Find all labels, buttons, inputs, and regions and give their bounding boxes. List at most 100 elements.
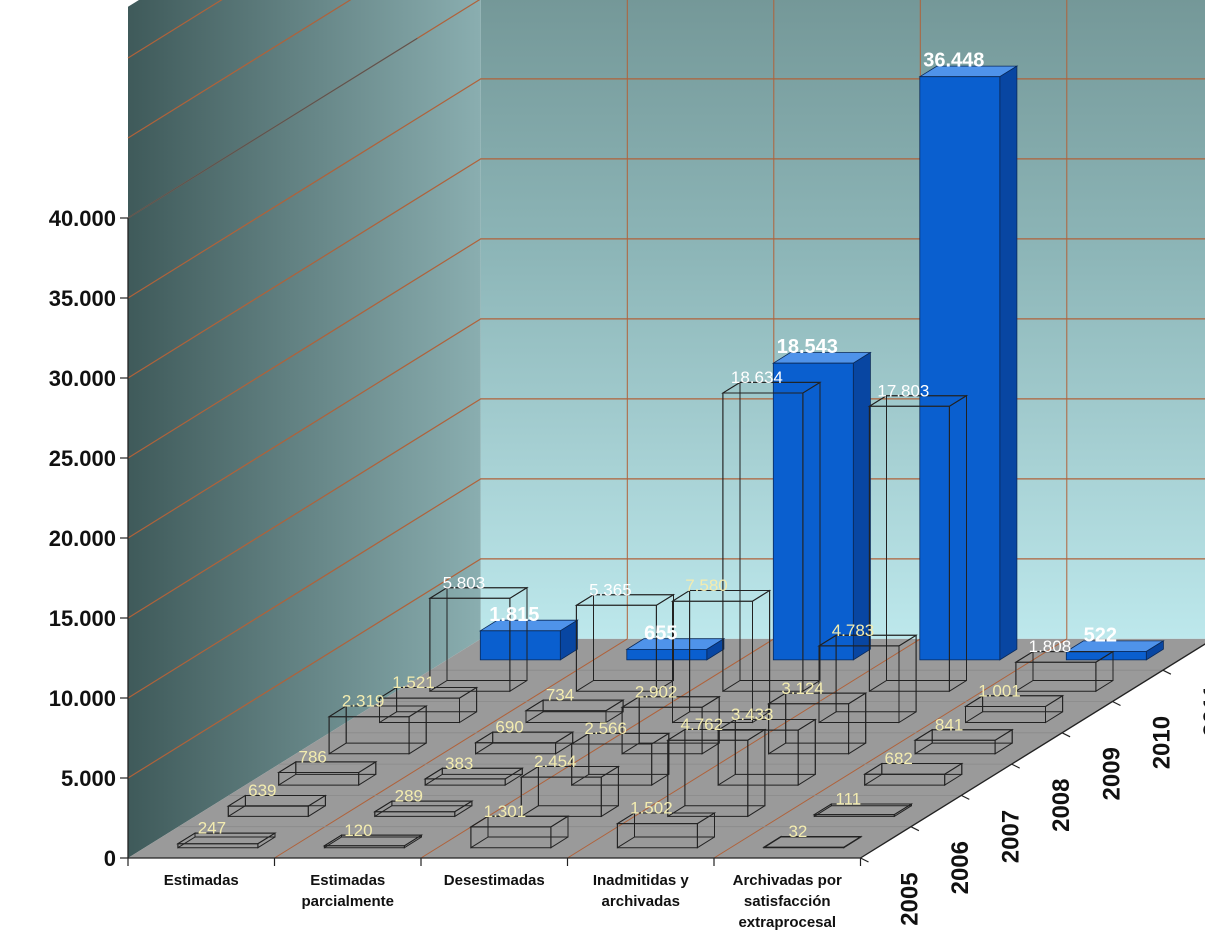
bar-2006-4	[812, 803, 914, 818]
bar-2011-0	[478, 619, 579, 661]
bar-2006-2	[519, 765, 621, 818]
chart-walls	[127, 0, 1205, 859]
series-label: 2011	[1199, 685, 1205, 737]
gridline	[127, 0, 352, 139]
data-label: 18.634	[731, 368, 783, 387]
data-label: 655	[644, 622, 677, 644]
data-label: 522	[1084, 625, 1117, 647]
bar-2007-2	[569, 732, 671, 787]
category-label: Estimadas	[164, 872, 239, 889]
data-label: 2.566	[584, 719, 627, 738]
data-label: 1.815	[489, 604, 539, 626]
series-label: 2005	[897, 872, 924, 925]
data-label: 4.783	[832, 621, 875, 640]
depth-tick-mark	[1112, 700, 1121, 707]
bar-2011-2	[771, 351, 872, 661]
floor-divider	[713, 638, 1068, 859]
bar-2008-2	[620, 695, 721, 755]
data-label: 734	[546, 686, 574, 705]
depth-tick-mark	[961, 794, 970, 800]
data-label: 682	[885, 749, 913, 768]
bar-2005-1	[322, 834, 424, 849]
data-label: 247	[198, 819, 226, 838]
category-label: Archivadas por	[733, 872, 842, 889]
data-label: 36.448	[923, 50, 984, 72]
data-label: 17.803	[877, 381, 929, 400]
floor	[128, 638, 1205, 858]
data-label: 7.580	[685, 576, 728, 595]
data-label: 1.502	[630, 799, 673, 818]
series-label: 2006	[947, 841, 974, 894]
data-label: 690	[495, 718, 523, 737]
bar-2005-2	[469, 815, 570, 849]
y-tick-label: 5.000	[61, 766, 116, 791]
data-label: 639	[248, 781, 276, 800]
category-label: Desestimadas	[444, 872, 545, 889]
bar-2011-3	[918, 65, 1019, 661]
y-tick-label: 10.000	[49, 686, 116, 711]
bar-2008-1	[473, 731, 575, 755]
data-label: 1.001	[978, 682, 1021, 701]
data-label: 5.365	[589, 580, 632, 599]
category-label: parcialmente	[301, 893, 394, 910]
data-label: 1.521	[392, 673, 435, 692]
data-label: 2.454	[534, 752, 577, 771]
data-label: 5.803	[443, 573, 486, 592]
bar-2007-0	[276, 761, 378, 787]
data-label: 2.319	[342, 692, 385, 711]
bar-2010-1	[574, 593, 676, 693]
bar-2010-3	[867, 394, 969, 693]
series-label: 2008	[1048, 779, 1075, 832]
bar-2009-3	[817, 634, 918, 724]
bar-2006-3	[666, 728, 767, 818]
floor-divider	[274, 638, 628, 859]
data-label: 18.543	[777, 336, 838, 358]
series-label: 2007	[997, 810, 1024, 863]
x-axis: Estimadas Estimadas parcialmente Desestimad…	[127, 643, 1205, 931]
y-tick-label: 40.000	[49, 206, 116, 231]
y-tick-label: 20.000	[49, 526, 116, 551]
bar-2007-1	[423, 767, 525, 787]
data-label: 4.762	[681, 715, 724, 734]
data-label: 841	[935, 715, 963, 734]
category-label: Estimadas	[310, 872, 385, 889]
bar-2011-1	[625, 637, 726, 661]
data-label: 3.124	[781, 679, 824, 698]
depth-tick-mark	[1011, 763, 1020, 769]
y-axis-top-edge	[127, 37, 418, 219]
bar-2007-3	[716, 718, 818, 787]
data-label: 289	[395, 787, 423, 806]
series-label: 2009	[1098, 747, 1125, 800]
y-tick-label: 15.000	[49, 606, 116, 631]
data-label: 383	[445, 754, 473, 773]
bar-2010-0	[428, 586, 529, 693]
depth-axis-line	[860, 643, 1205, 859]
category-label: Inadmitidas y	[593, 872, 690, 889]
bar-2005-4	[762, 835, 863, 849]
bar-2005-0	[176, 832, 277, 849]
category-label: satisfacción	[744, 893, 831, 910]
depth-tick-mark	[1061, 732, 1071, 738]
bars	[176, 65, 1165, 849]
floor-divider	[567, 638, 921, 859]
y-axis: 0 5.000 10.000 15.000 20.000 25.000 30.000 35.0…	[49, 37, 418, 871]
bar-2008-0	[327, 705, 428, 755]
bar-2011-4	[1064, 640, 1165, 661]
y-tick-label: 30.000	[49, 366, 116, 391]
series-label: 2010	[1149, 716, 1176, 769]
data-label: 32	[788, 822, 807, 841]
category-label: extraprocesal	[738, 914, 836, 931]
data-label: 111	[835, 790, 861, 809]
bar-2007-4	[862, 762, 964, 787]
bar-2010-2	[721, 381, 822, 693]
bar-2008-3	[766, 692, 868, 755]
bar-2010-4	[1014, 650, 1115, 693]
depth-tick-mark	[860, 857, 869, 863]
data-label: 120	[344, 821, 372, 840]
bar-2006-0	[226, 794, 328, 818]
y-tick-label: 25.000	[49, 446, 116, 471]
bar-2009-4	[963, 694, 1065, 724]
y-tick-label: 35.000	[49, 286, 116, 311]
depth-tick-mark	[910, 826, 920, 832]
